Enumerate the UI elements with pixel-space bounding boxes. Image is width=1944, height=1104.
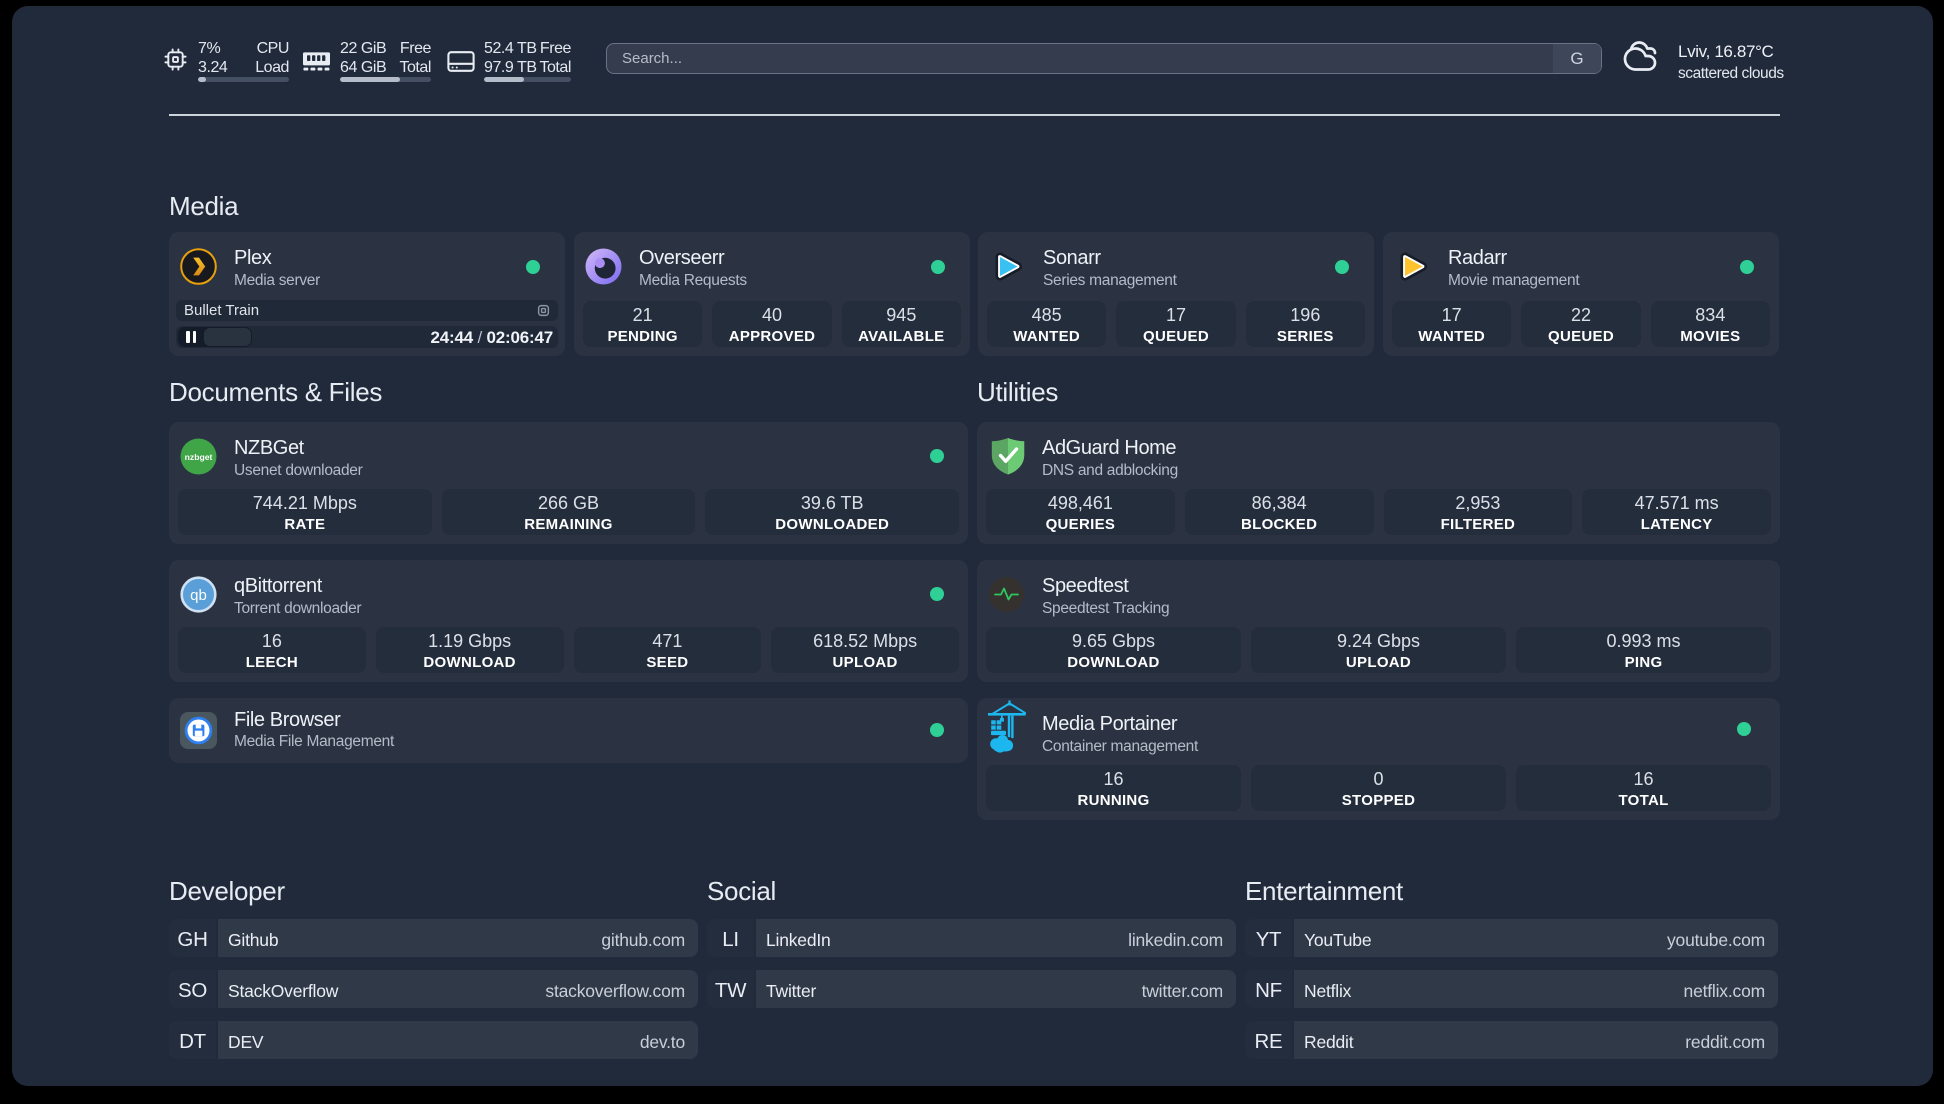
svg-text:qb: qb (190, 587, 207, 604)
svg-text:nzbget: nzbget (185, 452, 213, 462)
